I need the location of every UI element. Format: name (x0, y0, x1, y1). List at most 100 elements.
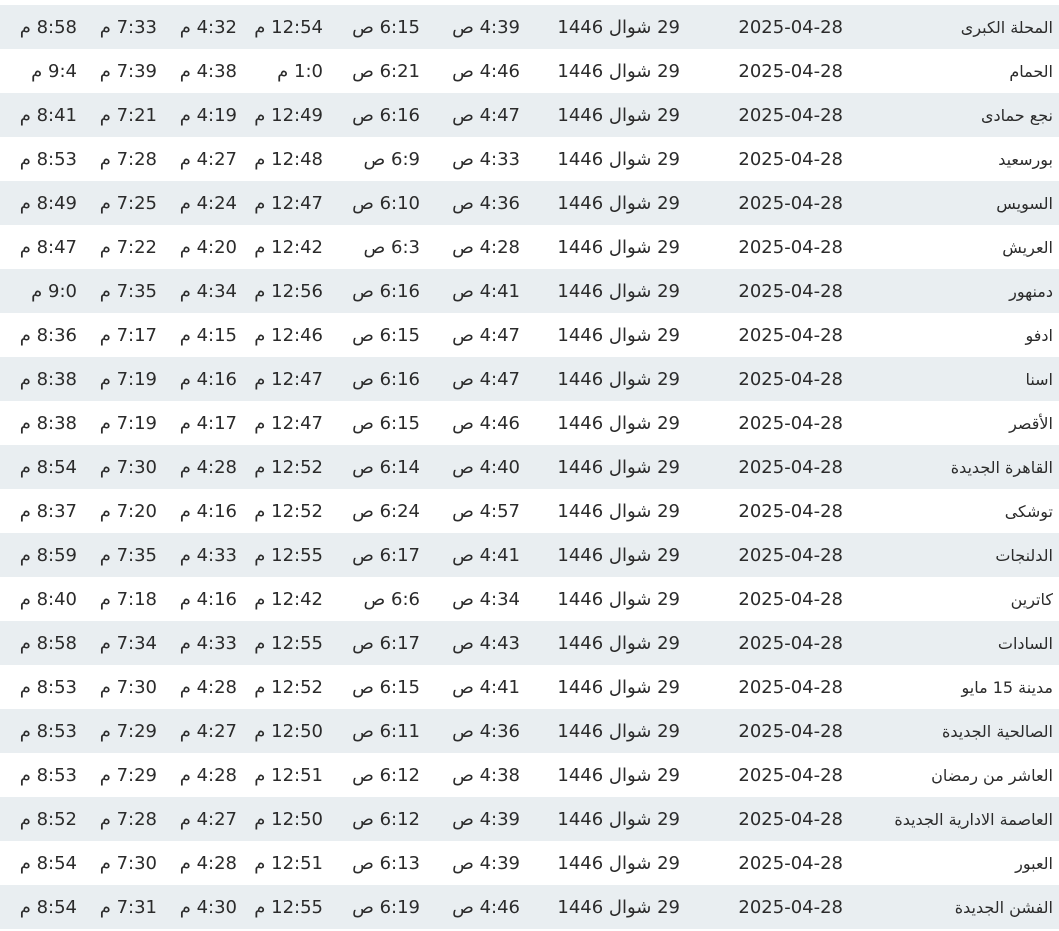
hijri-date: 29 شوال 1446 (528, 885, 688, 929)
fajr: 4:36 ص (428, 709, 528, 753)
table-row: الدلنجات 2025-04-28 29 شوال 1446 4:41 ص 6:17… (0, 533, 1059, 577)
maghrib: 7:25 م (85, 181, 165, 225)
maghrib: 7:19 م (85, 357, 165, 401)
hijri-date: 29 شوال 1446 (528, 533, 688, 577)
hijri-date: 29 شوال 1446 (528, 5, 688, 49)
hijri-date: 29 شوال 1446 (528, 621, 688, 665)
gregorian-date: 2025-04-28 (688, 93, 851, 137)
hijri-date: 29 شوال 1446 (557, 852, 680, 874)
asr: 4:33 م (165, 621, 245, 665)
city: دمنهور (851, 269, 1059, 313)
asr: 4:27 م (165, 709, 245, 753)
sunrise: 6:24 ص (352, 500, 420, 522)
gregorian-date: 2025-04-28 (688, 181, 851, 225)
isha: 8:54 م (0, 445, 85, 489)
gregorian-date: 2025-04-28 (738, 764, 843, 786)
sunrise: 6:17 ص (331, 533, 428, 577)
dhuhr: 12:56 م (245, 269, 331, 313)
maghrib: 7:19 م (99, 412, 157, 434)
dhuhr: 12:55 م (245, 621, 331, 665)
table-row: نجع حمادى 2025-04-28 29 شوال 1446 4:47 ص 6:1… (0, 93, 1059, 137)
isha: 8:52 م (0, 797, 85, 841)
city: الدلنجات (851, 533, 1059, 577)
dhuhr: 12:50 م (245, 797, 331, 841)
table-row: الصالحية الجديدة 2025-04-28 29 شوال 1446 4:… (0, 709, 1059, 753)
dhuhr: 12:47 م (254, 412, 323, 434)
isha: 8:38 م (19, 412, 77, 434)
sunrise: 6:9 ص (363, 148, 420, 170)
table-row: الحمام 2025-04-28 29 شوال 1446 4:46 ص 6:21 ص… (0, 49, 1059, 93)
sunrise: 6:19 ص (331, 885, 428, 929)
asr: 4:27 م (179, 148, 237, 170)
gregorian-date: 2025-04-28 (738, 148, 843, 170)
table-row: الفشن الجديدة 2025-04-28 29 شوال 1446 4:46 … (0, 885, 1059, 929)
isha: 8:54 م (19, 852, 77, 874)
sunrise: 6:15 ص (331, 5, 428, 49)
isha: 8:49 م (0, 181, 85, 225)
prayer-table: المحلة الكبرى 2025-04-28 29 شوال 1446 4:39 … (0, 5, 1059, 929)
hijri-date: 29 شوال 1446 (528, 181, 688, 225)
city: اسنا (851, 357, 1059, 401)
table-row: الأقصر 2025-04-28 29 شوال 1446 4:46 ص 6:15 ص… (0, 401, 1059, 445)
table-row: العريش 2025-04-28 29 شوال 1446 4:28 ص 6:3 ص 1… (0, 225, 1059, 269)
isha: 8:38 م (0, 357, 85, 401)
hijri-date: 29 شوال 1446 (528, 269, 688, 313)
gregorian-date: 2025-04-28 (688, 5, 851, 49)
maghrib: 7:18 م (99, 588, 157, 610)
isha: 8:59 م (0, 533, 85, 577)
asr: 4:28 م (179, 852, 237, 874)
maghrib: 7:28 م (85, 797, 165, 841)
isha: 8:53 م (0, 709, 85, 753)
sunrise: 6:16 ص (331, 93, 428, 137)
isha: 8:40 م (19, 588, 77, 610)
fajr: 4:28 ص (452, 236, 520, 258)
dhuhr: 12:54 م (245, 5, 331, 49)
fajr: 4:47 ص (428, 357, 528, 401)
maghrib: 7:35 م (85, 533, 165, 577)
isha: 8:47 م (19, 236, 77, 258)
dhuhr: 12:52 م (254, 676, 323, 698)
table-row: اسنا 2025-04-28 29 شوال 1446 4:47 ص 6:16 ص 12… (0, 357, 1059, 401)
sunrise: 6:11 ص (331, 709, 428, 753)
gregorian-date: 2025-04-28 (738, 500, 843, 522)
gregorian-date: 2025-04-28 (738, 236, 843, 258)
table-row: بورسعيد 2025-04-28 29 شوال 1446 4:33 ص 6:9 ص… (0, 137, 1059, 181)
gregorian-date: 2025-04-28 (688, 885, 851, 929)
table-row: كاترين 2025-04-28 29 شوال 1446 4:34 ص 6:6 ص 1… (0, 577, 1059, 621)
asr: 4:28 م (179, 676, 237, 698)
dhuhr: 12:55 م (245, 533, 331, 577)
fajr: 4:40 ص (428, 445, 528, 489)
gregorian-date: 2025-04-28 (738, 324, 843, 346)
gregorian-date: 2025-04-28 (738, 676, 843, 698)
sunrise: 6:6 ص (363, 588, 420, 610)
asr: 4:34 م (165, 269, 245, 313)
city: العاصمة الادارية الجديدة (851, 797, 1059, 841)
asr: 4:16 م (165, 357, 245, 401)
dhuhr: 12:47 م (245, 357, 331, 401)
asr: 4:32 م (165, 5, 245, 49)
isha: 8:41 م (0, 93, 85, 137)
hijri-date: 29 شوال 1446 (557, 60, 680, 82)
sunrise: 6:15 ص (352, 412, 420, 434)
dhuhr: 12:52 م (254, 500, 323, 522)
gregorian-date: 2025-04-28 (738, 412, 843, 434)
asr: 4:28 م (165, 445, 245, 489)
city: السويس (851, 181, 1059, 225)
prayer-times: المحلة الكبرى 2025-04-28 29 شوال 1446 4:39 … (0, 5, 1059, 929)
asr: 4:20 م (179, 236, 237, 258)
sunrise: 6:17 ص (331, 621, 428, 665)
gregorian-date: 2025-04-28 (688, 357, 851, 401)
isha: 8:36 م (19, 324, 77, 346)
gregorian-date: 2025-04-28 (688, 269, 851, 313)
hijri-date: 29 شوال 1446 (557, 324, 680, 346)
dhuhr: 12:46 م (254, 324, 323, 346)
isha: 8:58 م (0, 5, 85, 49)
city: العاشر من رمضان (931, 765, 1053, 785)
dhuhr: 12:51 م (254, 852, 323, 874)
table-row: القاهرة الجديدة 2025-04-28 29 شوال 1446 4:4… (0, 445, 1059, 489)
dhuhr: 1:0 م (277, 60, 323, 82)
maghrib: 7:31 م (85, 885, 165, 929)
fajr: 4:46 ص (452, 412, 520, 434)
city: بورسعيد (998, 149, 1053, 169)
asr: 4:28 م (179, 764, 237, 786)
